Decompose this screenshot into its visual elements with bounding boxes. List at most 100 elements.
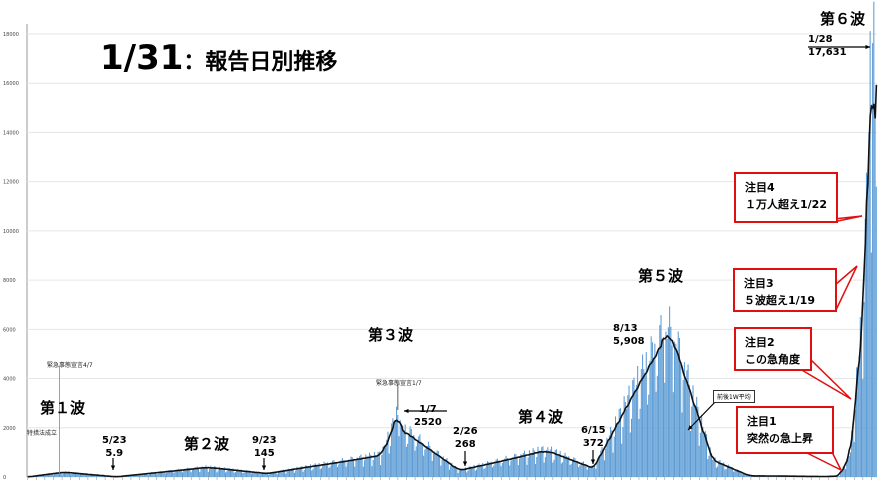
daily-bar — [410, 428, 412, 477]
daily-bar — [169, 470, 171, 477]
daily-bar — [683, 362, 685, 477]
daily-bar — [551, 446, 553, 477]
daily-bar — [838, 476, 840, 477]
daily-bar — [691, 406, 693, 477]
daily-bar — [87, 475, 89, 477]
daily-bar — [642, 354, 644, 477]
daily-bar — [154, 471, 156, 477]
daily-bar — [415, 446, 417, 477]
daily-bar — [432, 454, 434, 477]
arrow-avg-legend-shaft — [687, 397, 720, 431]
daily-bar — [543, 462, 545, 477]
daily-bar — [446, 458, 448, 477]
daily-bar — [749, 475, 751, 477]
daily-bar — [575, 461, 577, 477]
daily-bar — [77, 472, 79, 477]
daily-bar — [396, 406, 398, 477]
daily-bar — [560, 463, 562, 477]
daily-bar — [423, 455, 425, 477]
daily-bar — [359, 456, 361, 477]
daily-bar — [238, 470, 240, 477]
daily-bar — [78, 474, 80, 477]
daily-bar — [135, 474, 137, 477]
daily-bar — [287, 468, 289, 477]
daily-bar — [694, 405, 696, 477]
daily-bar — [275, 472, 277, 477]
daily-bar — [327, 462, 329, 477]
daily-bar — [717, 466, 719, 477]
daily-bar — [645, 352, 647, 477]
daily-bar — [284, 470, 286, 477]
daily-bar — [431, 460, 433, 477]
daily-bar — [260, 473, 262, 477]
daily-bar — [517, 465, 519, 477]
daily-bar — [130, 476, 132, 477]
daily-bar — [320, 468, 323, 477]
daily-bar — [483, 468, 485, 477]
daily-bar — [598, 457, 601, 477]
daily-bar — [213, 466, 216, 477]
daily-bar — [493, 465, 495, 477]
daily-bar — [869, 31, 871, 477]
daily-bar — [624, 401, 626, 477]
daily-bar — [163, 471, 165, 477]
daily-bar — [730, 468, 732, 477]
daily-bar — [357, 459, 359, 477]
daily-bar — [231, 469, 233, 477]
daily-bar — [504, 458, 506, 477]
daily-bar — [667, 327, 669, 477]
daily-bar — [416, 441, 418, 477]
annotation-2-26: 2/26 268 — [453, 425, 478, 451]
daily-bar — [153, 472, 155, 477]
daily-bar — [659, 325, 661, 477]
arrow-avg-legend-head — [688, 425, 693, 430]
daily-bar — [552, 462, 554, 477]
daily-bar — [381, 454, 383, 477]
daily-bar — [537, 446, 539, 477]
daily-bar — [354, 466, 356, 477]
daily-bar — [88, 474, 90, 477]
daily-bar — [526, 464, 528, 477]
daily-bar — [317, 465, 319, 477]
y-tick-label: 12000 — [3, 180, 19, 186]
daily-bar — [692, 385, 694, 477]
daily-bar — [188, 468, 190, 477]
daily-bar — [516, 457, 518, 477]
daily-bar — [286, 471, 288, 477]
daily-bar — [170, 471, 172, 477]
daily-bar — [742, 473, 744, 477]
daily-bar — [685, 380, 687, 477]
daily-bar — [140, 474, 142, 477]
daily-bar — [285, 473, 287, 477]
daily-bar — [420, 441, 422, 477]
daily-bar — [722, 464, 724, 477]
daily-bar — [322, 464, 324, 477]
daily-bar — [562, 462, 564, 477]
daily-bar — [297, 467, 299, 477]
daily-bar — [177, 469, 179, 477]
daily-bar — [618, 408, 620, 477]
daily-bar — [370, 454, 372, 477]
daily-bar — [195, 467, 197, 477]
daily-bar — [249, 471, 251, 477]
daily-bar — [388, 453, 390, 477]
weekly-average-line — [27, 84, 878, 478]
daily-bar — [614, 416, 617, 477]
daily-bar — [200, 468, 202, 477]
daily-bar — [847, 455, 849, 477]
daily-bar — [215, 466, 217, 477]
daily-bar — [150, 472, 152, 477]
callout-1: 注目1 突然の急上昇 — [736, 406, 834, 454]
annotation-value: 372 — [582, 438, 604, 449]
daily-bar — [273, 471, 275, 477]
daily-bar — [392, 418, 394, 477]
daily-bar — [364, 460, 366, 477]
daily-bar — [312, 469, 314, 477]
daily-bar — [193, 468, 195, 477]
daily-bar — [506, 458, 508, 477]
annotation-date: 2/26 — [453, 426, 478, 437]
daily-bar — [530, 454, 532, 477]
daily-bar — [707, 459, 709, 477]
daily-bar — [485, 463, 487, 477]
daily-bar — [841, 469, 843, 477]
